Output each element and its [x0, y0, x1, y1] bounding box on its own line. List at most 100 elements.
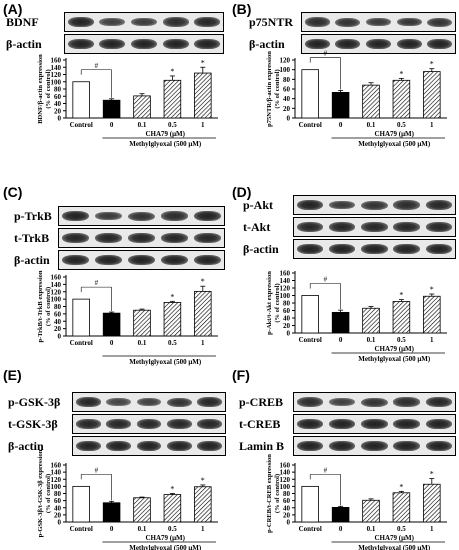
blot-label: p-Akt — [243, 198, 274, 212]
significance-hash: # — [95, 466, 99, 474]
bar — [133, 497, 151, 523]
blot-strip — [58, 206, 225, 226]
blot-label: t-TrkB — [14, 231, 50, 245]
x-tick-label: 1 — [430, 336, 434, 344]
significance-star: * — [430, 60, 434, 69]
blot-strip — [293, 392, 456, 412]
panel-label: (F) — [232, 367, 250, 383]
blot-strip — [72, 436, 226, 456]
blot-label: β-actin — [14, 253, 50, 267]
y-tick-label: 100 — [51, 483, 62, 491]
significance-hash: # — [324, 276, 328, 284]
panel-f: (F) p-CREB t-CREB Lamin B 0 20 40 60 80 100 12… — [229, 366, 458, 550]
blot-band — [427, 17, 453, 27]
y-tick-label: 100 — [51, 296, 62, 304]
x-tick-label: 0.5 — [168, 121, 177, 129]
y-tick-label: 60 — [283, 497, 291, 505]
blot-band — [296, 244, 324, 254]
x-tick-label: 0.5 — [397, 121, 406, 129]
bar — [301, 69, 319, 119]
x-axis-label: Methylglyoxal (500 μM) — [129, 358, 202, 366]
blot-strip — [72, 392, 226, 412]
blot-band — [106, 397, 132, 407]
y-tick-label: 160 — [51, 462, 62, 470]
y-tick-label: 140 — [280, 277, 291, 285]
bar — [423, 71, 441, 119]
blot-band — [136, 397, 162, 407]
blot-band — [136, 419, 162, 429]
blot-label: β-actin — [6, 37, 42, 51]
x-tick-label: 1 — [201, 339, 205, 347]
bar — [72, 485, 90, 523]
y-tick-label: 40 — [54, 100, 62, 108]
blot-strip — [64, 12, 224, 32]
panel-c: (C) p-TrkB t-TrkB β-actin 0 20 40 60 80 100 12… — [0, 183, 229, 366]
y-axis-label: (% of control) — [45, 287, 52, 326]
bar — [163, 302, 182, 337]
y-tick-label: 100 — [51, 78, 62, 86]
x-sub-label: CHA79 (μM) — [145, 130, 185, 138]
blot-strip — [293, 436, 456, 456]
blot-band — [296, 222, 324, 232]
y-tick-label: 40 — [283, 504, 291, 512]
blot-band — [393, 419, 420, 429]
blot-band — [162, 17, 189, 27]
blot-band — [162, 39, 189, 49]
blot-band — [160, 211, 189, 221]
bar — [194, 72, 212, 119]
y-tick-label: 120 — [280, 476, 291, 484]
y-tick-label: 120 — [51, 71, 62, 79]
x-tick-label: 0 — [339, 525, 343, 533]
blot-label: p75NTR — [249, 15, 294, 29]
blot-band — [75, 441, 101, 451]
bar — [301, 485, 319, 523]
bar — [392, 301, 411, 334]
blot-band — [99, 17, 126, 27]
y-tick-label: 120 — [280, 285, 291, 293]
y-tick-label: 80 — [283, 490, 291, 498]
x-tick-label: 0.1 — [138, 525, 147, 533]
blot-band — [296, 441, 324, 451]
blot-band — [361, 419, 388, 429]
blot-band — [365, 17, 392, 27]
y-tick-label: 20 — [283, 322, 291, 330]
blot-band — [136, 441, 162, 451]
blot-band — [193, 255, 222, 265]
x-tick-label: 0.5 — [168, 525, 177, 533]
y-tick-label: 100 — [280, 292, 291, 300]
blot-strip — [58, 250, 225, 270]
blot-band — [160, 233, 189, 243]
significance-star: * — [170, 292, 174, 301]
y-tick-label: 100 — [280, 66, 291, 74]
y-tick-label: 0 — [58, 333, 62, 341]
x-tick-label: Control — [299, 525, 322, 533]
bar — [392, 79, 411, 119]
y-tick-label: 160 — [51, 57, 62, 65]
blot-band — [296, 200, 324, 210]
bar — [301, 295, 319, 334]
blot-label: p-GSK-3β — [8, 395, 61, 409]
y-tick-label: 60 — [54, 93, 62, 101]
x-tick-label: 1 — [430, 121, 434, 129]
blot-band — [94, 255, 123, 265]
blot-band — [194, 39, 221, 49]
y-tick-label: 140 — [51, 64, 62, 72]
bar — [194, 486, 212, 523]
x-tick-label: 1 — [201, 121, 205, 129]
x-tick-label: Control — [70, 525, 93, 533]
blot-band — [75, 419, 101, 429]
y-tick-label: 40 — [283, 95, 291, 103]
bar — [423, 295, 441, 334]
y-tick-label: 20 — [283, 105, 291, 113]
x-tick-label: 0.1 — [367, 121, 376, 129]
blot-band — [304, 17, 330, 27]
significance-hash: # — [324, 50, 328, 58]
panel-d: (D) p-Akt t-Akt β-actin 0 20 40 60 80 100 120 1… — [229, 183, 458, 366]
panel-a: (A) BDNF β-actin 0 20 40 60 80 100 120 140 160 BD… — [0, 0, 229, 183]
y-tick-label: 80 — [283, 76, 291, 84]
blot-label: p-CREB — [239, 395, 284, 409]
x-axis-label: Methylglyoxal (500 μM) — [129, 140, 202, 148]
